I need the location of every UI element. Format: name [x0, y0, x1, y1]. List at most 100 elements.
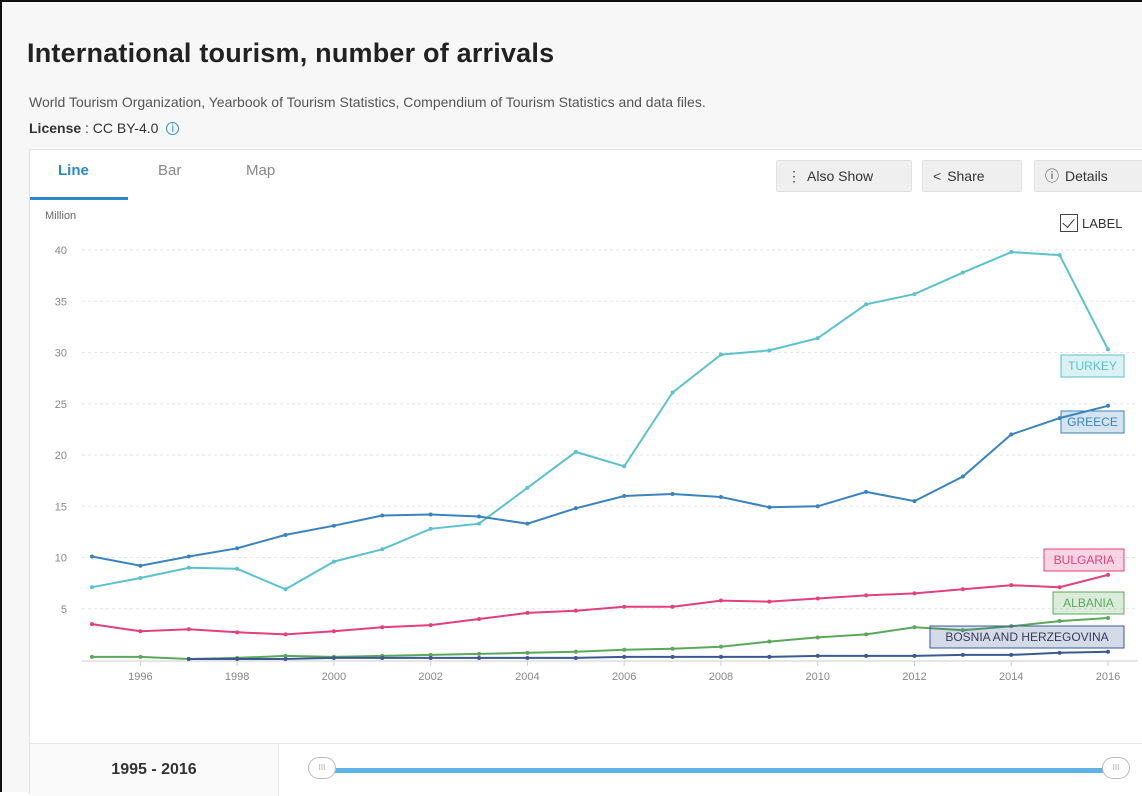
data-point-albania: [1057, 619, 1062, 624]
y-tick-label: 5: [61, 604, 67, 616]
data-point-bulgaria: [718, 598, 723, 603]
details-label: Details: [1065, 168, 1108, 184]
data-point-albania: [864, 632, 869, 637]
line-chart: 5 10 15 20 25 30 35 40 1996 1998 2000 2002 2004 2006 2…: [55, 245, 1138, 683]
label-checkbox[interactable]: [1060, 214, 1078, 232]
data-point-bosnia: [960, 652, 965, 657]
data-point-bosnia: [186, 656, 191, 661]
data-point-turkey: [90, 585, 94, 590]
share-button[interactable]: < Share: [922, 160, 1022, 192]
x-tick-label: 2002: [418, 671, 442, 683]
data-point-turkey: [718, 352, 723, 357]
data-point-bosnia: [331, 655, 336, 660]
data-point-bulgaria: [235, 630, 240, 635]
data-point-albania: [815, 635, 820, 640]
data-point-bosnia: [815, 653, 820, 658]
data-point-greece: [864, 489, 869, 494]
x-tick-label: 2004: [515, 671, 539, 683]
tab-line[interactable]: Line: [58, 162, 89, 179]
data-point-turkey: [186, 565, 191, 570]
data-point-bulgaria: [815, 596, 820, 601]
range-slider-track[interactable]: [330, 768, 1120, 773]
page-title: International tourism, number of arrival…: [27, 38, 555, 68]
data-point-greece: [525, 521, 530, 526]
series-line-bulgaria: [91, 573, 1109, 636]
data-point-greece: [1106, 403, 1110, 408]
data-point-turkey: [670, 390, 675, 395]
data-point-bosnia: [1009, 652, 1014, 657]
series-line-albania: [92, 617, 1109, 661]
data-point-bosnia: [235, 656, 240, 661]
label-toggle-text: LABEL: [1082, 216, 1123, 231]
range-bar: 1995 - 2016 III III: [30, 743, 1142, 796]
also-show-button[interactable]: ⋮ Also Show: [776, 160, 912, 192]
tab-bar[interactable]: Bar: [158, 162, 182, 179]
range-end-handle[interactable]: III: [1102, 757, 1130, 779]
data-point-bulgaria: [1057, 585, 1062, 590]
data-point-bosnia: [573, 655, 578, 660]
details-button[interactable]: ⓘ Details: [1034, 160, 1142, 192]
data-point-bulgaria: [331, 629, 336, 634]
data-point-bulgaria: [138, 629, 143, 634]
data-point-greece: [767, 505, 772, 510]
x-tick-label: 2012: [902, 671, 926, 683]
data-point-bosnia: [864, 653, 869, 658]
data-point-greece: [622, 494, 627, 498]
data-point-turkey: [622, 464, 627, 469]
data-point-albania: [525, 650, 530, 655]
data-point-bosnia: [622, 654, 627, 659]
data-point-greece: [428, 512, 433, 517]
data-point-greece: [573, 506, 578, 511]
info-icon[interactable]: i: [166, 122, 180, 135]
data-point-turkey: [864, 302, 869, 307]
data-point-bosnia: [525, 655, 530, 660]
y-tick-label: 20: [55, 450, 67, 462]
chart-panel: Line Bar Map ⋮ Also Show < Share ⓘ Details …: [29, 149, 1142, 796]
license-line: License : CC BY-4.0 i: [29, 120, 180, 136]
series-label-bulgaria: BULGARIA: [1054, 553, 1115, 567]
data-point-albania: [1106, 615, 1110, 620]
active-tab-indicator: [30, 197, 128, 200]
info-circle-icon: ⓘ: [1045, 168, 1059, 184]
data-point-turkey: [1106, 347, 1110, 352]
series-label-greece: GREECE: [1067, 415, 1118, 429]
range-start-handle[interactable]: III: [308, 757, 336, 779]
data-point-greece: [960, 474, 965, 479]
data-point-greece: [380, 513, 385, 518]
share-icon: <: [933, 168, 942, 184]
data-point-bulgaria: [428, 623, 433, 628]
tab-map[interactable]: Map: [246, 162, 276, 179]
data-point-turkey: [525, 485, 530, 490]
also-show-label: Also Show: [807, 168, 874, 184]
y-tick-label: 25: [55, 399, 67, 411]
data-point-turkey: [380, 547, 385, 552]
y-tick-label: 35: [55, 296, 67, 308]
series-label-box: [1060, 354, 1125, 378]
data-point-greece: [283, 532, 288, 537]
series-label-box: [1060, 410, 1125, 434]
data-point-greece: [477, 514, 482, 519]
x-tick-label: 2010: [805, 671, 829, 683]
data-point-albania: [573, 649, 578, 654]
y-tick-label: 40: [55, 245, 67, 257]
data-point-bulgaria: [573, 608, 578, 613]
data-point-albania: [428, 652, 433, 657]
data-point-bosnia: [380, 655, 385, 660]
x-tick-label: 1998: [225, 671, 249, 683]
data-point-greece: [186, 554, 191, 559]
data-point-turkey: [815, 336, 820, 341]
data-point-bosnia: [718, 654, 723, 659]
y-axis-unit: Million: [45, 210, 77, 222]
data-point-turkey: [477, 521, 482, 526]
range-label: 1995 - 2016: [30, 744, 279, 796]
data-point-bulgaria: [283, 632, 288, 637]
x-tick-label: 2006: [612, 671, 636, 683]
data-point-turkey: [138, 576, 143, 580]
data-point-turkey: [573, 449, 578, 454]
data-point-turkey: [1009, 250, 1014, 255]
data-point-bulgaria: [525, 610, 530, 615]
label-toggle[interactable]: LABEL: [1060, 214, 1122, 232]
data-point-turkey: [912, 292, 917, 297]
data-point-albania: [912, 625, 917, 630]
data-point-greece: [331, 523, 336, 528]
